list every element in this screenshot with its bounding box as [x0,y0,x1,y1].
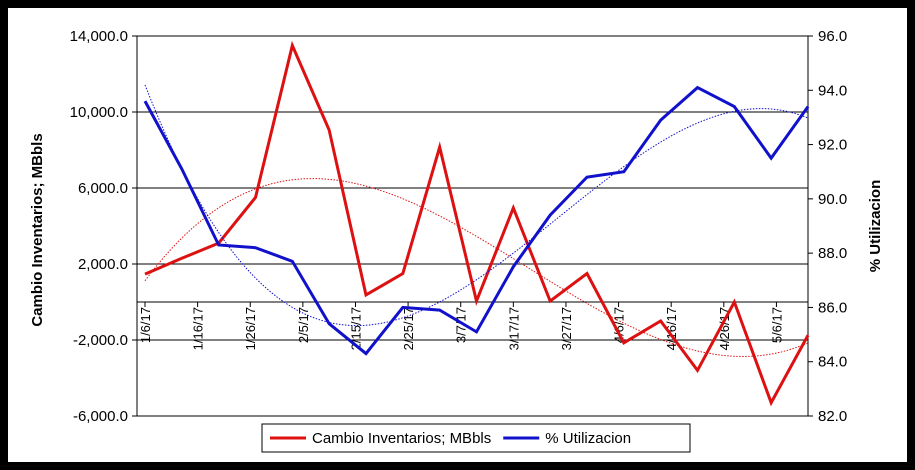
y2-tick-label: 92.0 [818,137,847,154]
x-tick-label: 4/26/17 [717,307,732,350]
y2-tick-label: 86.0 [818,299,847,316]
x-tick-label: 1/6/17 [138,307,153,343]
x-tick-label: 2/15/17 [348,307,363,350]
x-tick-label: 2/25/17 [401,307,416,350]
x-tick-label: 1/26/17 [243,307,258,350]
y2-tick-label: 96.0 [818,28,847,45]
legend-label: Cambio Inventarios; MBbls [312,430,491,447]
y-tick-label: -2,000.0 [73,332,128,349]
x-tick-label: 2/5/17 [296,307,311,343]
y-tick-label: 10,000.0 [70,104,128,121]
y2-tick-label: 82.0 [818,408,847,425]
y-tick-label: 6,000.0 [78,180,128,197]
plot-area [136,35,809,417]
trendline [144,84,809,327]
series-line [144,40,810,407]
x-tick-label: 3/7/17 [454,307,469,343]
x-tick-label: 1/16/17 [191,307,206,350]
y-tick-label: 2,000.0 [78,256,128,273]
x-tick-label: 5/6/17 [769,307,784,343]
y-tick-label: 14,000.0 [70,28,128,45]
legend: Cambio Inventarios; MBbls % Utilizacion [261,423,691,453]
y2-tick-label: 88.0 [818,245,847,262]
y2-tick-label: 94.0 [818,82,847,99]
y2-axis-title: % Utilizacion [867,180,884,273]
x-tick-label: 3/27/17 [559,307,574,350]
y-tick-label: -6,000.0 [73,408,128,425]
legend-box [261,423,691,453]
x-tick-label: 3/17/17 [506,307,521,350]
y2-tick-label: 90.0 [818,191,847,208]
x-tick-label: 4/6/17 [612,307,627,343]
y-axis-title: Cambio Inventarios; MBbls [29,133,46,326]
legend-label: % Utilizacion [545,430,631,447]
series-line [143,85,810,356]
y2-tick-label: 84.0 [818,354,847,371]
